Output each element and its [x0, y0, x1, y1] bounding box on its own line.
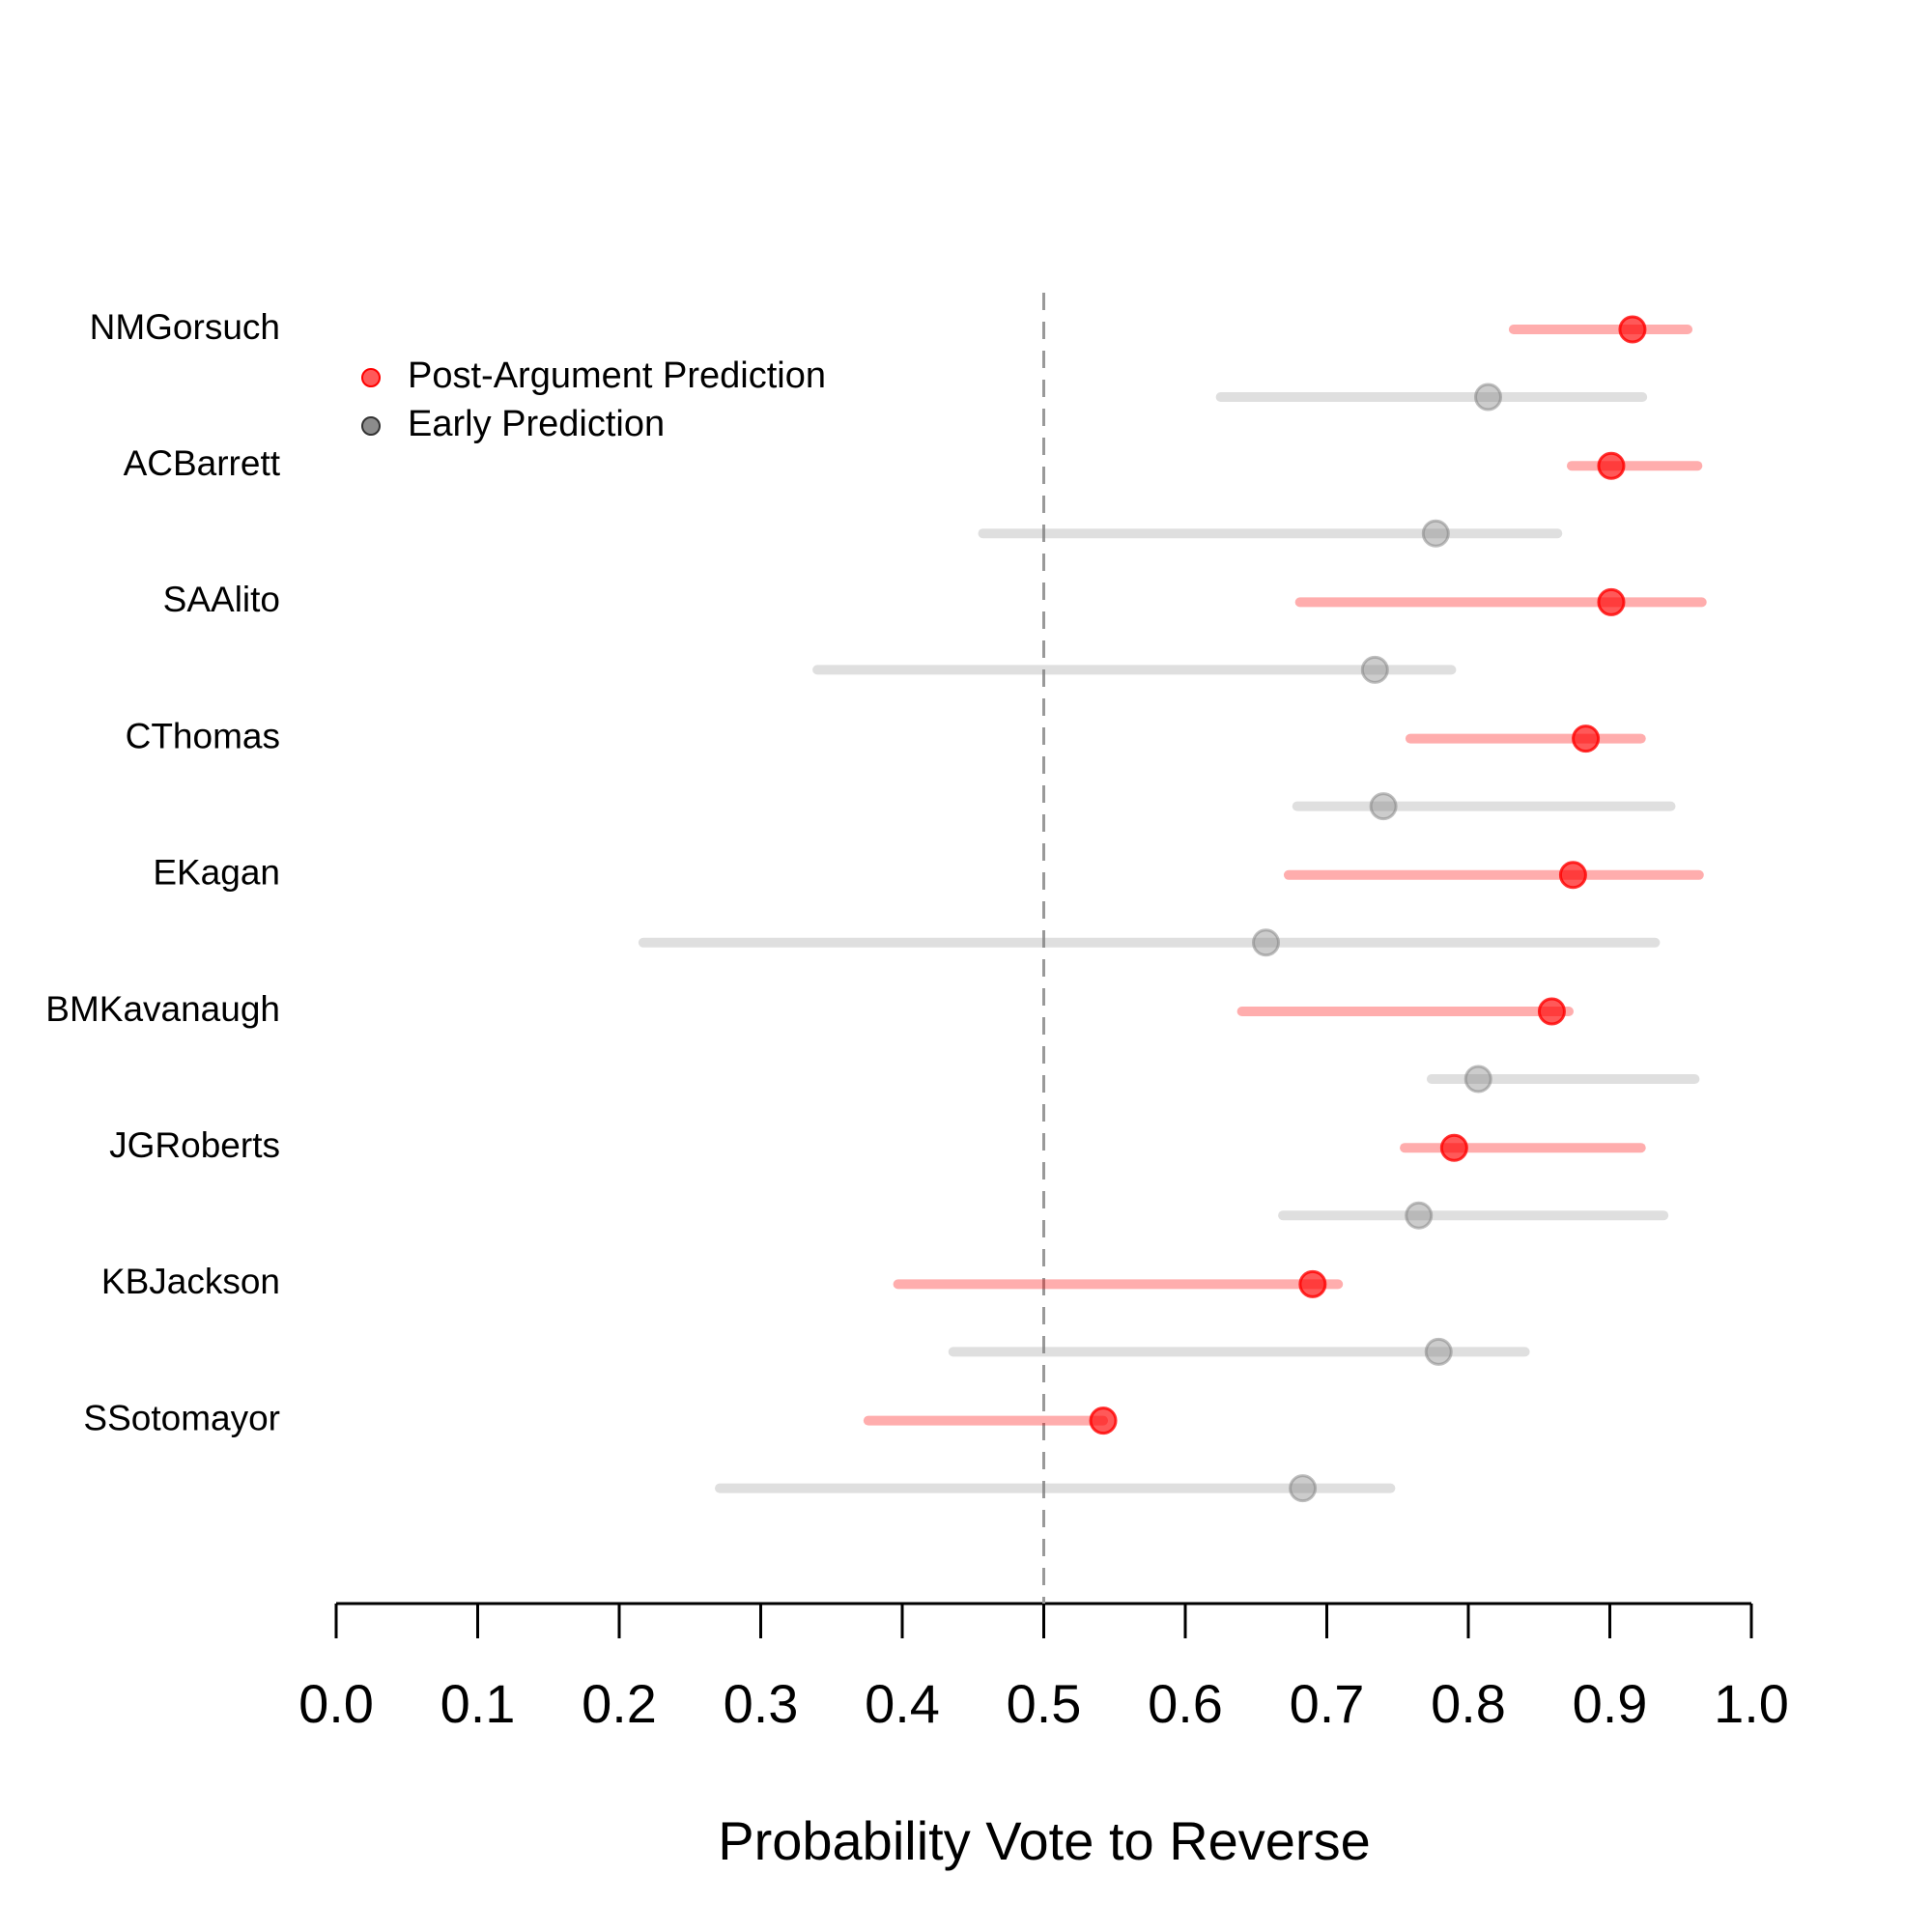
- point: [1369, 792, 1398, 821]
- point: [1597, 451, 1626, 480]
- legend-marker: [361, 368, 381, 387]
- point: [1463, 1065, 1492, 1094]
- y-tick-label: BMKavanaugh: [45, 989, 280, 1029]
- point: [1597, 587, 1626, 616]
- y-tick-label: SSotomayor: [83, 1398, 280, 1437]
- y-tick-label: KBJackson: [101, 1262, 280, 1301]
- legend-label: Post-Argument Prediction: [408, 355, 826, 396]
- x-tick-label: 0.0: [298, 1673, 374, 1734]
- x-axis-title: Probability Vote to Reverse: [718, 1810, 1370, 1871]
- point: [1360, 655, 1389, 684]
- y-tick-label: EKagan: [153, 853, 280, 893]
- y-tick-label: CThomas: [126, 716, 280, 755]
- x-tick-label: 0.3: [724, 1673, 799, 1734]
- legend-marker: [361, 416, 381, 436]
- point: [1474, 383, 1503, 412]
- y-tick-label: SAAlito: [163, 580, 280, 619]
- legend-label: Early Prediction: [408, 404, 665, 444]
- point: [1558, 861, 1587, 890]
- point: [1289, 1474, 1318, 1503]
- point: [1405, 1201, 1434, 1230]
- point: [1424, 1337, 1453, 1366]
- x-tick-label: 0.7: [1290, 1673, 1365, 1734]
- x-tick-label: 0.4: [865, 1673, 940, 1734]
- x-tick-label: 1.0: [1714, 1673, 1789, 1734]
- x-tick-label: 0.5: [1007, 1673, 1082, 1734]
- y-tick-label: JGRoberts: [109, 1125, 280, 1165]
- point: [1089, 1406, 1118, 1435]
- point: [1618, 315, 1647, 344]
- x-tick-label: 0.8: [1431, 1673, 1506, 1734]
- point: [1252, 928, 1281, 957]
- y-tick-label: NMGorsuch: [90, 307, 280, 347]
- point: [1439, 1133, 1468, 1162]
- point: [1537, 997, 1566, 1026]
- point: [1572, 724, 1601, 753]
- x-tick-label: 0.2: [582, 1673, 657, 1734]
- point: [1298, 1269, 1327, 1298]
- point: [1421, 519, 1450, 548]
- x-tick-label: 0.1: [440, 1673, 516, 1734]
- x-tick-label: 0.6: [1148, 1673, 1223, 1734]
- y-tick-label: ACBarrett: [124, 443, 281, 483]
- x-tick-label: 0.9: [1573, 1673, 1648, 1734]
